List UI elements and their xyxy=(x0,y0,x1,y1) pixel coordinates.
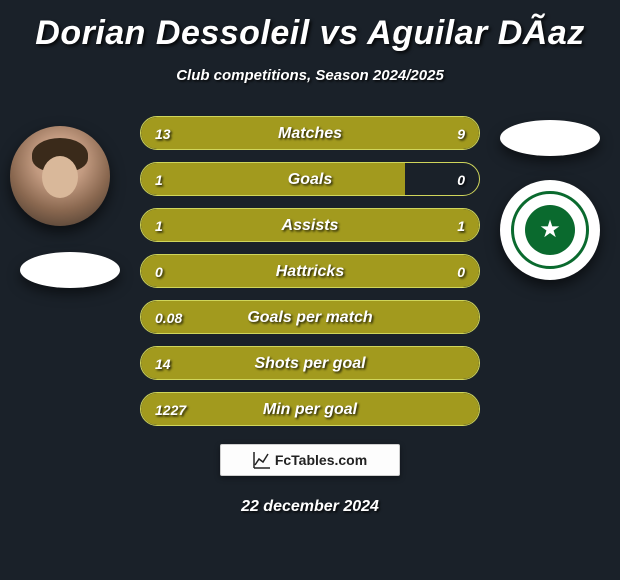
stat-bar-track: Goals1 0 xyxy=(140,162,480,196)
stat-bar-track: Hattricks0 0 xyxy=(140,254,480,288)
fctables-logo: FcTables.com xyxy=(220,444,400,476)
stat-bar-track: Shots per goal14 xyxy=(140,346,480,380)
stat-label: Goals xyxy=(141,163,479,196)
stat-row: Min per goal1227 xyxy=(140,392,480,438)
stat-label: Min per goal xyxy=(141,393,479,426)
fctables-logo-text: FcTables.com xyxy=(275,452,367,468)
stat-row: Goals1 0 xyxy=(140,162,480,208)
stat-value-left: 1 xyxy=(155,209,163,242)
stat-value-left: 0 xyxy=(155,255,163,288)
snapshot-date: 22 december 2024 xyxy=(0,498,620,516)
stat-value-left: 14 xyxy=(155,347,171,380)
stat-label: Assists xyxy=(141,209,479,242)
stat-value-right: 9 xyxy=(457,117,465,150)
stat-value-right: 0 xyxy=(457,255,465,288)
player-left-avatar xyxy=(10,126,110,226)
stat-bar-track: Goals per match0.08 xyxy=(140,300,480,334)
stat-value-left: 1227 xyxy=(155,393,186,426)
player-right-club-badge xyxy=(500,180,600,280)
stat-value-right: 0 xyxy=(457,163,465,196)
stat-value-left: 13 xyxy=(155,117,171,150)
stat-bar-track: Min per goal1227 xyxy=(140,392,480,426)
page-subtitle: Club competitions, Season 2024/2025 xyxy=(0,67,620,84)
stat-bar-track: Matches13 9 xyxy=(140,116,480,150)
stats-bars: Matches139Goals10Assists11Hattricks00Goa… xyxy=(140,116,480,438)
stat-row: Goals per match0.08 xyxy=(140,300,480,346)
stat-row: Shots per goal14 xyxy=(140,346,480,392)
stat-value-right: 1 xyxy=(457,209,465,242)
stat-row: Hattricks0 0 xyxy=(140,254,480,300)
stat-row: Assists1 1 xyxy=(140,208,480,254)
page-title: Dorian Dessoleil vs Aguilar DÃ­az xyxy=(0,0,620,53)
stat-label: Hattricks xyxy=(141,255,479,288)
stat-value-left: 1 xyxy=(155,163,163,196)
stat-value-left: 0.08 xyxy=(155,301,182,334)
stat-row: Matches13 9 xyxy=(140,116,480,162)
stat-label: Shots per goal xyxy=(141,347,479,380)
chart-icon xyxy=(253,451,271,469)
club-badge-icon xyxy=(511,191,589,269)
stat-label: Goals per match xyxy=(141,301,479,334)
player-right-flag xyxy=(500,120,600,156)
player-left-flag xyxy=(20,252,120,288)
stat-bar-track: Assists1 1 xyxy=(140,208,480,242)
stat-label: Matches xyxy=(141,117,479,150)
